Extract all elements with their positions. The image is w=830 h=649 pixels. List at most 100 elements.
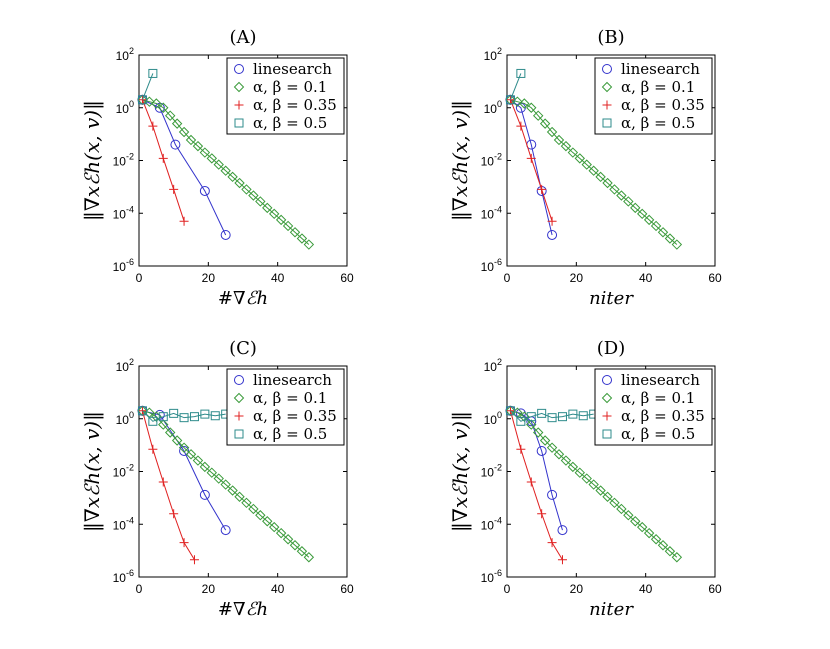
data-point-diamond (532, 427, 544, 438)
data-point-diamond (636, 521, 648, 533)
panel-title: (A) (229, 27, 256, 48)
series-line (509, 410, 563, 561)
data-point-diamond (185, 449, 197, 460)
data-point-diamond (609, 184, 620, 195)
data-point-square (158, 412, 168, 422)
data-point-diamond (268, 208, 280, 220)
series-4 (505, 68, 526, 105)
series-line (141, 410, 195, 561)
legend-label: linesearch (253, 371, 332, 389)
data-point-square (137, 406, 147, 416)
legend-label: α, β = 0.1 (253, 389, 327, 407)
series-4 (137, 68, 158, 105)
data-point-diamond (241, 497, 252, 509)
data-point-diamond (227, 485, 238, 496)
data-point-diamond (671, 552, 683, 563)
data-point-square (210, 411, 220, 421)
data-point-diamond (595, 171, 606, 183)
data-point-diamond (539, 118, 551, 129)
data-point-square (505, 406, 515, 416)
x-tick-label: 20 (202, 582, 216, 596)
data-point-square (148, 416, 158, 426)
data-point-diamond (553, 134, 565, 146)
data-point-plus (526, 477, 536, 487)
data-point-diamond (602, 491, 613, 502)
data-point-circle (199, 185, 210, 196)
y-axis-label: ‖∇xℰh(x, v)‖ (448, 411, 473, 532)
y-tick-label: 100 (484, 99, 502, 116)
data-point-diamond (546, 126, 558, 138)
data-point-diamond (664, 546, 676, 557)
data-point-diamond (546, 442, 558, 453)
data-point-diamond (151, 98, 162, 109)
data-point-square (516, 68, 526, 78)
y-tick-label: 10-6 (113, 568, 134, 585)
data-point-diamond (519, 98, 530, 109)
y-tick-label: 100 (484, 410, 502, 427)
data-point-diamond (595, 485, 606, 496)
y-axis-label: ‖∇xℰh(x, v)‖ (448, 100, 473, 221)
data-point-plus (526, 153, 536, 163)
y-tick-label: 102 (116, 357, 134, 374)
y-tick-label: 102 (116, 46, 134, 63)
legend-label: α, β = 0.35 (253, 96, 337, 114)
y-tick-label: 10-6 (113, 257, 134, 274)
y-tick-label: 10-6 (481, 568, 502, 585)
data-point-diamond (303, 239, 315, 250)
y-tick-label: 10-2 (481, 463, 502, 480)
legend-label: α, β = 0.35 (253, 407, 337, 425)
data-point-diamond (560, 455, 572, 466)
data-point-diamond (248, 190, 259, 201)
legend-label: α, β = 0.5 (621, 114, 695, 132)
series-line (510, 410, 594, 422)
data-point-diamond (602, 177, 613, 189)
data-point-square (557, 412, 567, 422)
data-point-diamond (526, 102, 537, 113)
legend-label: α, β = 0.5 (621, 425, 695, 443)
data-point-diamond (206, 153, 218, 164)
data-point-square (526, 412, 536, 422)
data-point-diamond (220, 165, 231, 176)
series-2 (505, 94, 683, 250)
data-point-plus (169, 509, 179, 519)
data-point-diamond (303, 552, 315, 563)
legend-marker (602, 375, 612, 385)
series-line (510, 99, 678, 245)
data-point-diamond (241, 184, 252, 195)
series-2 (137, 94, 315, 250)
series-3 (137, 406, 199, 565)
panel-title: (B) (597, 27, 624, 48)
data-point-diamond (268, 521, 280, 533)
data-point-diamond (643, 214, 655, 226)
data-point-diamond (171, 435, 183, 446)
data-point-diamond (192, 455, 204, 466)
data-point-diamond (234, 491, 245, 502)
y-tick-label: 10-4 (113, 515, 134, 532)
x-tick-label: 60 (708, 271, 722, 285)
y-tick-label: 10-4 (481, 204, 502, 221)
data-point-diamond (657, 227, 669, 238)
x-tick-label: 0 (504, 271, 511, 285)
data-point-diamond (262, 516, 273, 527)
x-axis-label: #∇ℰh (218, 599, 268, 620)
y-tick-label: 10-4 (113, 204, 134, 221)
data-point-diamond (255, 510, 266, 521)
legend-label: α, β = 0.5 (253, 114, 327, 132)
data-point-diamond (255, 196, 266, 207)
legend-label: α, β = 0.1 (621, 78, 695, 96)
data-point-diamond (158, 419, 169, 430)
data-point-plus (148, 121, 158, 131)
legend-box (226, 57, 345, 135)
data-point-diamond (289, 227, 301, 238)
data-point-square (179, 413, 189, 423)
x-tick-label: 60 (708, 582, 722, 596)
legend-box (594, 368, 713, 446)
data-point-square (200, 409, 210, 419)
data-point-diamond (192, 140, 204, 152)
data-point-diamond (664, 233, 676, 244)
